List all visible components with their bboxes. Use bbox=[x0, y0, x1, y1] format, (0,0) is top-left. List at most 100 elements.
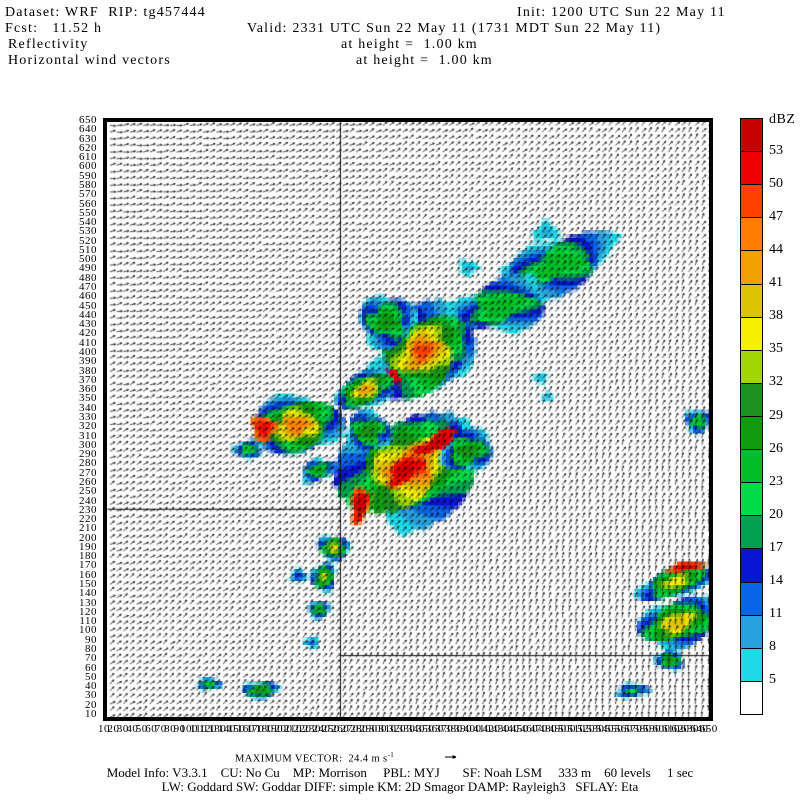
x-tick-label: 190 bbox=[265, 723, 284, 735]
y-tick-label: 320 bbox=[79, 420, 97, 433]
x-tick-label: 570 bbox=[624, 723, 643, 735]
y-tick-label: 530 bbox=[79, 225, 97, 238]
y-tick-label: 280 bbox=[79, 457, 97, 470]
y-tick-label: 60 bbox=[85, 661, 97, 674]
x-tick-label: 610 bbox=[662, 723, 680, 735]
x-tick-label: 260 bbox=[331, 723, 350, 735]
y-tick-label: 100 bbox=[79, 624, 97, 637]
y-tick-label: 500 bbox=[79, 253, 97, 266]
colorbar-segment bbox=[741, 218, 762, 252]
x-tick-label: 150 bbox=[227, 723, 246, 735]
colorbar-segment bbox=[741, 483, 762, 517]
colorbar-segment bbox=[741, 582, 762, 616]
x-tick-label: 640 bbox=[690, 723, 709, 735]
x-tick-label: 220 bbox=[293, 723, 312, 735]
colorbar-segment bbox=[741, 648, 762, 682]
colorbar-tick-label: 47 bbox=[769, 209, 783, 225]
y-tick-label: 360 bbox=[79, 383, 97, 396]
x-tick-label: 550 bbox=[605, 723, 624, 735]
y-tick-label: 30 bbox=[85, 689, 97, 702]
colorbar-segment bbox=[741, 681, 762, 714]
x-tick-label: 480 bbox=[539, 723, 558, 735]
x-tick-label: 400 bbox=[463, 723, 482, 735]
colorbar-segment bbox=[741, 416, 762, 451]
x-tick-label: 370 bbox=[435, 723, 454, 735]
max-vector-text: MAXIMUM VECTOR: 24.4 m s-1 bbox=[235, 751, 395, 765]
x-tick-label: 160 bbox=[236, 723, 255, 735]
y-tick-label: 590 bbox=[79, 169, 97, 182]
y-tick-label: 460 bbox=[79, 290, 97, 303]
y-axis-labels: 650 640 630 620 610 600 590 580 570 560 550 540 530 5… bbox=[57, 115, 97, 727]
x-tick-label: 300 bbox=[369, 723, 388, 735]
x-tick-label: 600 bbox=[652, 723, 671, 735]
y-tick-label: 540 bbox=[79, 216, 97, 229]
y-tick-label: 550 bbox=[79, 206, 97, 219]
x-tick-label: 500 bbox=[558, 723, 577, 735]
colorbar-tick-label: 14 bbox=[769, 572, 783, 588]
y-tick-label: 640 bbox=[79, 123, 97, 136]
y-tick-label: 90 bbox=[85, 633, 97, 646]
x-tick-label: 230 bbox=[302, 723, 321, 735]
x-tick-label: 240 bbox=[312, 723, 331, 735]
y-tick-label: 510 bbox=[79, 243, 97, 256]
colorbar-tick-label: 17 bbox=[769, 539, 783, 555]
x-tick-label: 200 bbox=[274, 723, 293, 735]
y-tick-label: 10 bbox=[85, 707, 97, 720]
colorbar-segment bbox=[741, 350, 762, 384]
y-tick-label: 650 bbox=[79, 114, 97, 126]
x-tick-label: 270 bbox=[340, 723, 359, 735]
y-tick-label: 190 bbox=[79, 540, 97, 553]
x-tick-label: 420 bbox=[482, 723, 501, 735]
x-tick-label: 650 bbox=[699, 723, 718, 735]
x-tick-label: 60 bbox=[145, 723, 158, 735]
y-tick-label: 490 bbox=[79, 262, 97, 275]
x-tick-label: 580 bbox=[633, 723, 652, 735]
y-tick-label: 80 bbox=[85, 643, 97, 656]
x-tick-label: 100 bbox=[180, 723, 199, 735]
x-tick-label: 310 bbox=[378, 723, 397, 735]
header-field2-height: at height = 1.00 km bbox=[356, 53, 493, 68]
y-tick-label: 610 bbox=[79, 151, 97, 164]
x-axis-labels: 10 20 30 40 50 60 70 80 90 100 110 120 130 140 150 160 1… bbox=[0, 724, 800, 740]
x-tick-label: 530 bbox=[586, 723, 605, 735]
wind-vector-overlay bbox=[107, 122, 709, 717]
y-tick-label: 570 bbox=[79, 188, 97, 201]
x-tick-label: 410 bbox=[473, 723, 491, 735]
x-tick-label: 180 bbox=[255, 723, 274, 735]
colorbar-labels: 53 50 47 44 41 38 35 32 29 26 23 20 17 14 11 8 5 bbox=[769, 118, 799, 715]
y-tick-label: 380 bbox=[79, 364, 97, 377]
y-tick-label: 290 bbox=[79, 448, 97, 461]
header-dataset: Dataset: WRF RIP: tg457444 bbox=[5, 5, 206, 20]
colorbar-segment bbox=[741, 152, 762, 186]
y-tick-label: 480 bbox=[79, 271, 97, 284]
x-tick-label: 210 bbox=[284, 723, 302, 735]
map-frame bbox=[103, 118, 713, 721]
y-tick-label: 620 bbox=[79, 141, 97, 154]
y-tick-label: 120 bbox=[79, 605, 97, 618]
y-tick-label: 420 bbox=[79, 327, 97, 340]
header-forecast-hour: Fcst: 11.52 h bbox=[5, 21, 103, 36]
colorbar-segment bbox=[741, 383, 762, 417]
x-tick-label: 360 bbox=[425, 723, 444, 735]
header-valid-time: Valid: 2331 UTC Sun 22 May 11 (1731 MDT … bbox=[247, 21, 662, 36]
colorbar-tick-label: 29 bbox=[769, 407, 783, 423]
y-tick-label: 410 bbox=[79, 336, 97, 349]
x-tick-label: 290 bbox=[359, 723, 378, 735]
y-tick-label: 150 bbox=[79, 578, 97, 591]
x-tick-label: 460 bbox=[520, 723, 539, 735]
x-tick-label: 590 bbox=[643, 723, 662, 735]
y-tick-label: 350 bbox=[79, 392, 97, 405]
y-tick-label: 400 bbox=[79, 346, 97, 359]
y-tick-label: 310 bbox=[79, 429, 97, 442]
y-tick-label: 20 bbox=[85, 698, 97, 711]
x-tick-label: 340 bbox=[406, 723, 425, 735]
y-tick-label: 180 bbox=[79, 550, 97, 563]
x-tick-label: 10 bbox=[98, 723, 110, 735]
x-tick-label: 510 bbox=[567, 723, 586, 735]
x-tick-label: 140 bbox=[217, 723, 236, 735]
model-info-line: Model Info: V3.3.1 CU: No Cu MP: Morriso… bbox=[106, 765, 694, 780]
y-tick-label: 260 bbox=[79, 475, 97, 488]
colorbar-segment bbox=[741, 185, 762, 219]
colorbar-segment bbox=[741, 549, 762, 583]
y-tick-label: 340 bbox=[79, 401, 97, 414]
